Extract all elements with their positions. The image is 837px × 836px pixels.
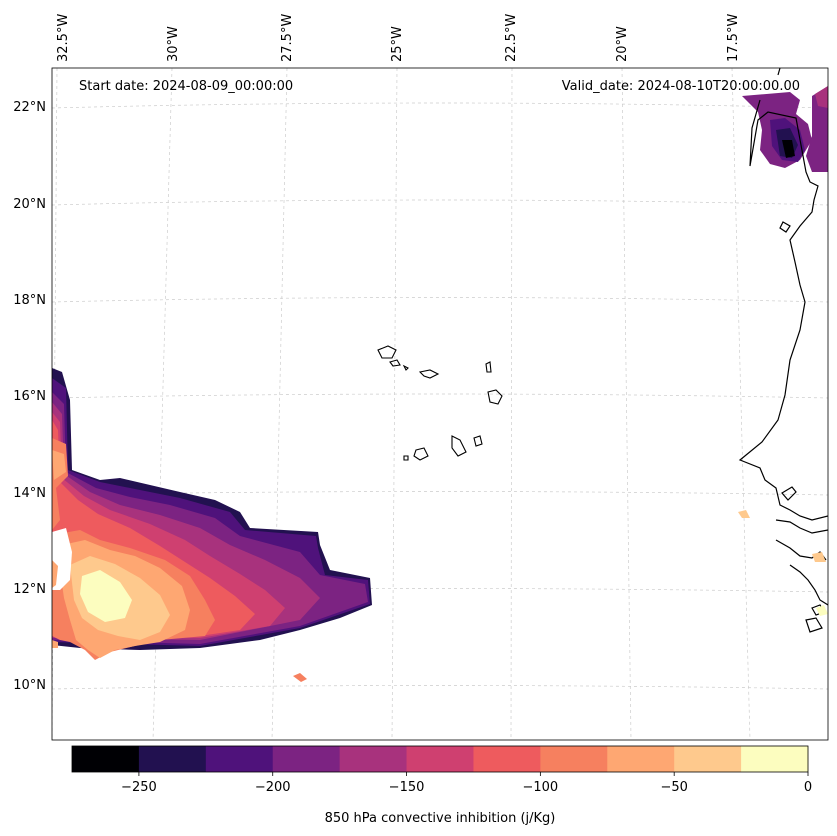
colorbar-tick-label-1: −200 xyxy=(255,780,291,795)
colorbar-swatch-1 xyxy=(138,746,207,772)
longitude-labels: 32.5°W 30°W 27.5°W 25°W 22.5°W 20°W 17.5… xyxy=(56,14,741,62)
lon-label-22-5w: 22.5°W xyxy=(504,14,519,62)
latitude-labels: 22°N 20°N 18°N 16°N 14°N 12°N 10°N xyxy=(13,100,46,693)
colorbar-swatches xyxy=(72,746,809,772)
coastal-cin-patch-east-2 xyxy=(812,552,826,562)
coastline-africa xyxy=(738,68,828,633)
colorbar-border xyxy=(71,745,809,773)
colorbar-swatch-3 xyxy=(272,746,341,772)
colorbar-swatch-9 xyxy=(674,746,742,772)
colorbar-swatch-5 xyxy=(406,746,474,772)
colorbar-swatch-4 xyxy=(339,746,408,772)
cape-verde-islands xyxy=(377,345,503,461)
lat-label-14n: 14°N xyxy=(13,486,46,501)
colorbar-ticks: −250 −200 −150 −100 −50 0 xyxy=(121,772,812,795)
lon-label-30w: 30°W xyxy=(166,26,181,62)
valid-date-label: Valid_date: 2024-08-10T20:00:00.00 xyxy=(562,79,800,94)
colorbar-swatch-6 xyxy=(473,746,541,772)
lat-label-10n: 10°N xyxy=(13,678,46,693)
cin-contours-west xyxy=(52,368,372,682)
colorbar-swatch-7 xyxy=(540,746,608,772)
lat-label-22n: 22°N xyxy=(13,100,46,115)
coastal-cin-patch-east-3 xyxy=(816,605,828,616)
lat-label-12n: 12°N xyxy=(13,582,46,597)
colorbar: −250 −200 −150 −100 −50 0 850 hPa convective … xyxy=(71,745,812,826)
colorbar-swatch-8 xyxy=(607,746,675,772)
lon-label-25w: 25°W xyxy=(390,26,405,62)
lat-label-18n: 18°N xyxy=(13,293,46,308)
colorbar-tick-label-2: −150 xyxy=(389,780,425,795)
colorbar-swatch-10 xyxy=(741,746,809,772)
lon-label-20w: 20°W xyxy=(615,26,630,62)
lat-label-20n: 20°N xyxy=(13,197,46,212)
colorbar-tick-label-4: −50 xyxy=(660,780,687,795)
cin-contours-northeast xyxy=(742,86,828,172)
coastal-cin-patch-east-1 xyxy=(738,510,750,518)
colorbar-swatch-2 xyxy=(205,746,274,772)
colorbar-tick-label-0: −250 xyxy=(121,780,157,795)
lat-label-16n: 16°N xyxy=(13,389,46,404)
lon-label-32-5w: 32.5°W xyxy=(56,14,71,62)
lon-label-27-5w: 27.5°W xyxy=(280,14,295,62)
colorbar-tick-label-5: 0 xyxy=(804,780,812,795)
lon-label-17-5w: 17.5°W xyxy=(726,14,741,62)
colorbar-tick-label-3: −100 xyxy=(523,780,559,795)
start-date-label: Start date: 2024-08-09_00:00:00 xyxy=(79,79,293,94)
colorbar-swatch-0 xyxy=(72,746,140,772)
map-border xyxy=(51,67,829,741)
colorbar-label: 850 hPa convective inhibition (j/Kg) xyxy=(325,811,556,826)
